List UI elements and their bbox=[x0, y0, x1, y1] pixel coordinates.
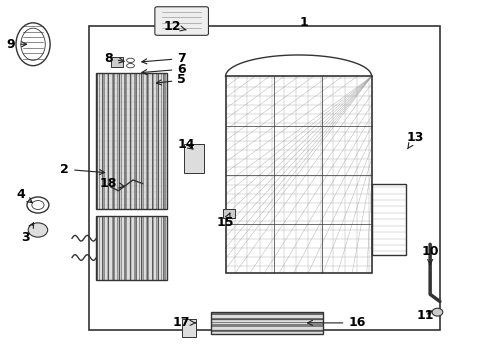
Ellipse shape bbox=[28, 223, 48, 237]
Bar bbox=[97, 216, 167, 280]
Text: 17: 17 bbox=[173, 316, 196, 329]
Text: 10: 10 bbox=[421, 245, 439, 265]
Text: 3: 3 bbox=[22, 223, 34, 244]
Text: 12: 12 bbox=[163, 20, 186, 33]
Text: 16: 16 bbox=[308, 316, 366, 329]
Text: 8: 8 bbox=[104, 52, 124, 65]
Text: 9: 9 bbox=[7, 38, 26, 51]
Text: 5: 5 bbox=[156, 73, 186, 86]
Text: 7: 7 bbox=[142, 52, 186, 65]
Bar bbox=[184, 144, 203, 173]
Bar bbox=[111, 57, 123, 67]
Text: 15: 15 bbox=[217, 213, 234, 229]
Bar bbox=[211, 312, 323, 334]
Bar bbox=[97, 216, 167, 280]
Bar bbox=[89, 26, 440, 330]
Text: 14: 14 bbox=[178, 138, 196, 151]
Bar bbox=[211, 312, 323, 334]
Ellipse shape bbox=[432, 308, 443, 316]
Text: 6: 6 bbox=[142, 63, 186, 76]
Text: 18: 18 bbox=[100, 177, 124, 190]
Bar bbox=[97, 73, 167, 208]
Bar bbox=[97, 73, 167, 208]
Text: 2: 2 bbox=[60, 163, 104, 176]
Bar bbox=[225, 76, 372, 273]
FancyBboxPatch shape bbox=[155, 7, 208, 35]
Bar bbox=[372, 184, 406, 255]
Bar bbox=[182, 319, 196, 337]
Text: 11: 11 bbox=[416, 309, 434, 322]
Text: 13: 13 bbox=[407, 131, 424, 149]
Text: 4: 4 bbox=[17, 188, 32, 203]
Text: 1: 1 bbox=[299, 16, 308, 29]
Bar bbox=[223, 208, 235, 217]
